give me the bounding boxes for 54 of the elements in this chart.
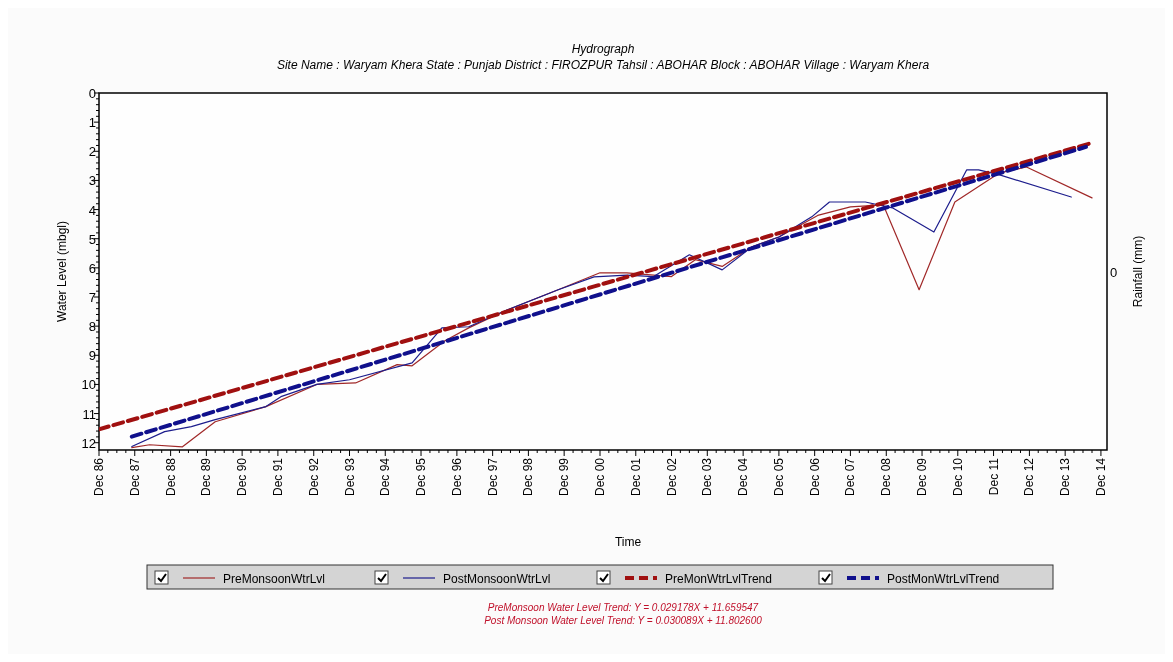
x-tick-label: Dec 96: [449, 457, 464, 497]
legend-label: PreMonsoonWtrLvl: [223, 572, 326, 586]
legend-label: PostMonWtrLvlTrend: [887, 572, 1000, 586]
x-axis-title: Time: [614, 535, 642, 549]
x-tick-label: Dec 98: [521, 457, 536, 497]
x-tick-label: Dec 92: [306, 457, 321, 497]
x-tick-label: Dec 01: [628, 457, 643, 497]
x-tick-label: Dec 13: [1058, 457, 1073, 497]
x-tick-label: Dec 93: [342, 457, 357, 497]
y-tick-label: 7: [88, 290, 96, 305]
text: PreMonsoon Water Level Trend: Y = 0.029178X + 11.659547: [487, 602, 759, 613]
text: Post Monsoon Water Level Trend: Y = 0.030089X + 11.802600: [484, 615, 763, 626]
x-tick-label: Dec 88: [163, 457, 178, 497]
x-tick-label: Dec 86: [92, 457, 106, 497]
x-tick-label: Dec 04: [736, 457, 751, 497]
y-tick-label: 10: [81, 377, 96, 393]
y-tick-label: 1: [88, 115, 96, 131]
x-tick-label: Dec 08: [879, 457, 894, 497]
x-tick-label: Dec 91: [270, 457, 285, 497]
x-tick-label: Dec 90: [235, 457, 250, 497]
y-tick-label: 8: [88, 319, 96, 335]
x-tick-label: Dec 94: [378, 457, 393, 497]
x-tick-label: Dec 05: [771, 457, 786, 497]
x-tick-label: Dec 11: [986, 457, 1001, 496]
y-tick-label: 0: [88, 86, 96, 101]
x-tick-label: Dec 12: [1022, 457, 1037, 497]
x-tick-label: Dec 95: [414, 457, 429, 497]
x-tick-label: Dec 14: [1093, 457, 1108, 497]
x-tick-label: Dec 09: [915, 457, 930, 497]
y-tick-label: 2: [88, 144, 96, 160]
chart-title: Hydrograph: [571, 42, 635, 56]
x-tick-label: Dec 97: [485, 457, 500, 497]
x-tick-label: Dec 89: [199, 457, 214, 497]
x-tick-label: Dec 06: [807, 457, 822, 497]
x-tick-label: Dec 87: [127, 457, 142, 497]
legend-label: PreMonWtrLvlTrend: [665, 572, 772, 586]
chart-subtitle: Site Name : Waryam Khera State : Punjab District : FIROZPUR Tahsil : ABOHAR Block : ABOHAR Village : Waryam Khera: [276, 58, 930, 72]
y-tick-label: 11: [82, 406, 96, 422]
x-tick-label: Dec 10: [950, 457, 965, 497]
x-tick-label: Dec 03: [700, 457, 715, 497]
x-tick-label: Dec 02: [664, 457, 679, 497]
text: 0: [1110, 264, 1118, 280]
y-tick-label: 6: [88, 260, 96, 276]
y-tick-label: 4: [88, 202, 96, 218]
y-axis-title: Water Level (mbgl): [55, 221, 69, 322]
y-tick-label: 9: [88, 348, 96, 364]
y-tick-label: 3: [88, 173, 96, 189]
y2-axis-title: Rainfall (mm): [1131, 235, 1145, 308]
y-tick-label: 12: [81, 435, 96, 451]
x-tick-label: Dec 00: [593, 457, 608, 497]
x-tick-label: Dec 07: [843, 457, 858, 497]
x-tick-label: Dec 99: [557, 457, 572, 497]
legend-label: PostMonsoonWtrLvl: [443, 572, 551, 586]
y-tick-label: 5: [88, 231, 96, 247]
